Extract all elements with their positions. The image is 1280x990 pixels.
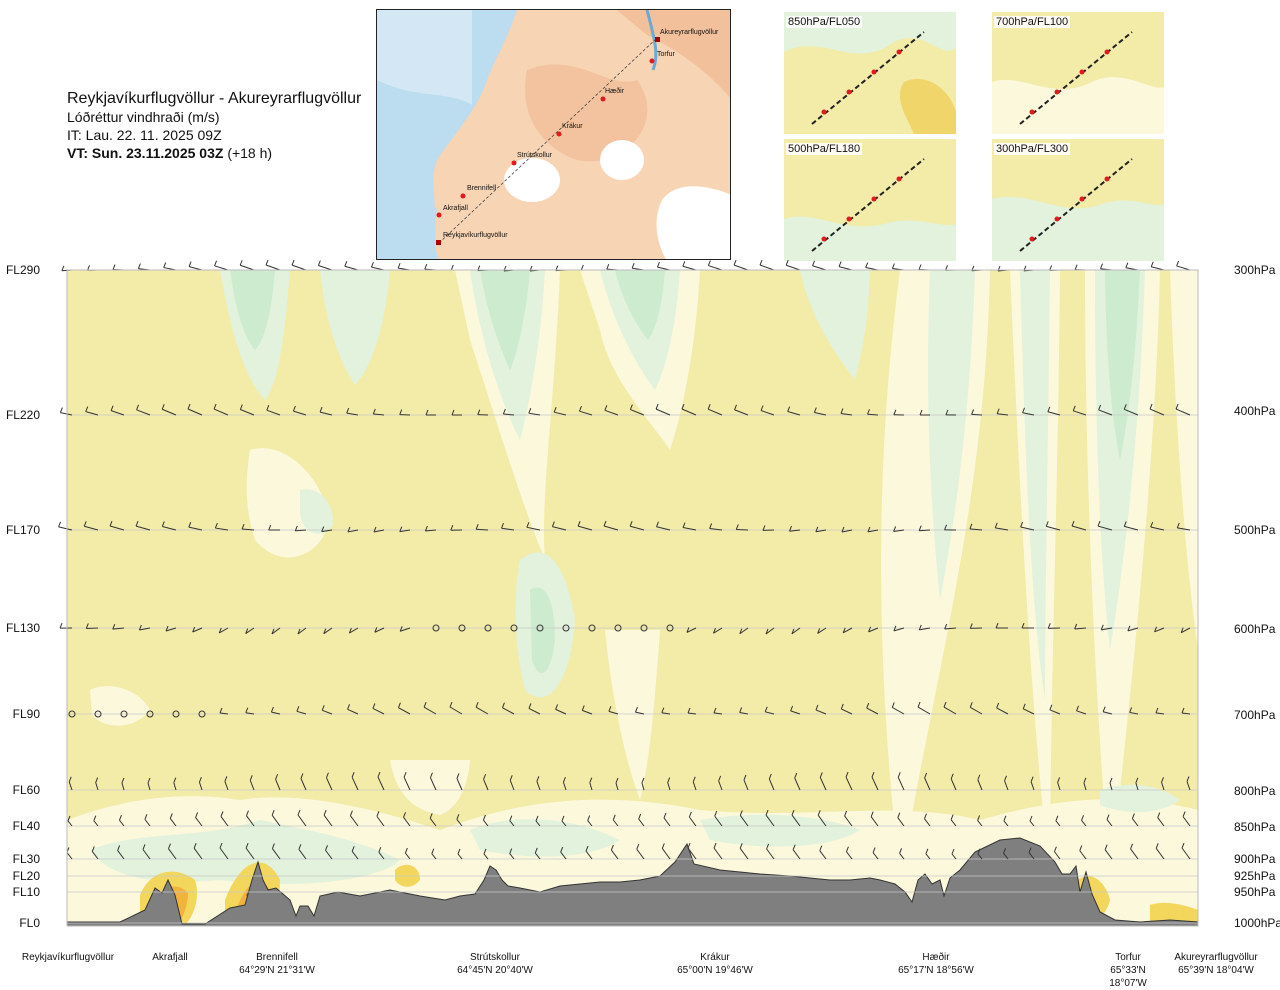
- level-label-right: 300hPa: [1234, 263, 1275, 277]
- place-label: Reykjavíkurflugvöllur: [18, 951, 118, 964]
- wind-barb: [734, 265, 748, 270]
- panel-label: 500hPa/FL180: [786, 143, 862, 155]
- wind-barb-feather: [240, 260, 242, 265]
- wind-barb-feather: [839, 262, 841, 267]
- level-label-right: 850hPa: [1234, 820, 1275, 834]
- wind-barb-feather: [59, 522, 61, 527]
- wind-barb-feather: [266, 260, 268, 265]
- wind-barb-feather: [892, 264, 894, 269]
- wind-barb: [786, 265, 800, 270]
- wind-barb-feather: [318, 261, 320, 266]
- wind-barb-feather: [371, 262, 373, 267]
- level-label-left: FL40: [0, 819, 40, 833]
- wind-barb-feather: [919, 265, 921, 270]
- wind-barb-feather: [813, 261, 815, 266]
- wind-barb: [736, 529, 748, 530]
- wind-barb-feather: [657, 262, 659, 267]
- level-label-right: 600hPa: [1234, 622, 1275, 636]
- wind-barb-feather: [1177, 261, 1179, 266]
- wind-barb-feather: [189, 262, 191, 267]
- level-label-left: FL130: [0, 621, 40, 635]
- level-label-left: FL170: [0, 523, 40, 537]
- level-label-left: FL0: [0, 916, 40, 930]
- wind-barb-feather: [215, 261, 217, 266]
- wind-barb-feather: [1100, 264, 1102, 269]
- level-label-right: 900hPa: [1234, 852, 1275, 866]
- level-label-right: 400hPa: [1234, 404, 1275, 418]
- wind-barb-feather: [760, 260, 762, 265]
- wind-barb-feather: [734, 260, 736, 265]
- wind-barb-feather: [292, 260, 294, 265]
- wind-barb-feather: [164, 263, 166, 268]
- level-label-left: FL30: [0, 852, 40, 866]
- wind-barb-feather: [425, 264, 427, 269]
- wind-barb-feather: [113, 265, 115, 270]
- level-label-right: 700hPa: [1234, 708, 1275, 722]
- wind-barb-feather: [1151, 262, 1153, 267]
- wind-barb: [189, 267, 202, 270]
- wind-barb-feather: [708, 261, 710, 266]
- level-label-left: FL20: [0, 869, 40, 883]
- wind-barb-feather: [683, 261, 685, 266]
- wind-barb: [215, 266, 228, 270]
- level-label-left: FL90: [0, 707, 40, 721]
- wind-barb-feather: [866, 263, 868, 268]
- wind-barb-feather: [581, 265, 583, 270]
- wind-barb-feather: [786, 260, 788, 265]
- level-label-right: 950hPa: [1234, 885, 1275, 899]
- level-label-right: 1000hPa: [1234, 916, 1280, 930]
- level-label-right: 500hPa: [1234, 523, 1275, 537]
- wind-barb-feather: [62, 266, 64, 271]
- wind-barb: [708, 266, 722, 270]
- wind-barb: [240, 265, 254, 270]
- level-label-right: 800hPa: [1234, 784, 1275, 798]
- wind-barb-feather: [632, 263, 634, 268]
- level-label-left: FL220: [0, 408, 40, 422]
- wind-barb-feather: [60, 408, 62, 413]
- wind-barb-feather: [345, 261, 347, 266]
- wind-barb: [683, 266, 696, 270]
- wind-barb: [318, 266, 332, 270]
- panel-label: 300hPa/FL300: [994, 143, 1070, 155]
- panel-label: 850hPa/FL050: [786, 16, 862, 28]
- wind-barb: [1177, 266, 1190, 270]
- level-label-left: FL290: [0, 263, 40, 277]
- panel-label: 700hPa/FL100: [994, 16, 1070, 28]
- wind-barb-feather: [138, 264, 140, 269]
- wind-barb: [839, 267, 852, 270]
- wind-barb: [266, 265, 280, 270]
- wind-barb-feather: [1126, 263, 1128, 268]
- wind-barb-feather: [1075, 265, 1077, 270]
- wind-barb: [345, 266, 358, 270]
- wind-barb: [972, 414, 982, 415]
- level-label-right: 925hPa: [1234, 869, 1275, 883]
- wind-barb: [760, 265, 774, 270]
- level-label-left: FL10: [0, 885, 40, 899]
- level-label-left: FL60: [0, 783, 40, 797]
- place-label: Akrafjall: [135, 951, 205, 964]
- wind-barb-feather: [398, 263, 400, 268]
- wind-barb-feather: [607, 264, 609, 269]
- wind-barb: [292, 265, 306, 270]
- wind-barb: [813, 266, 826, 270]
- wind-barb-feather: [60, 623, 62, 628]
- wind-barb-feather: [451, 265, 453, 270]
